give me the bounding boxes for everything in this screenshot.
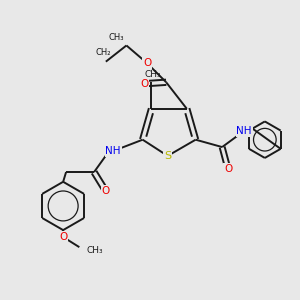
Text: O: O [143,58,151,68]
Text: NH: NH [105,146,121,157]
Text: CH₃: CH₃ [108,33,124,42]
Text: O: O [140,79,148,89]
Text: O: O [224,164,232,174]
Text: CH₃: CH₃ [87,246,103,255]
Text: O: O [59,232,67,242]
Text: NH: NH [236,126,252,136]
Text: O: O [102,186,110,196]
Text: S: S [164,151,171,161]
Text: CH₃: CH₃ [145,70,161,79]
Text: CH₂: CH₂ [95,48,111,57]
